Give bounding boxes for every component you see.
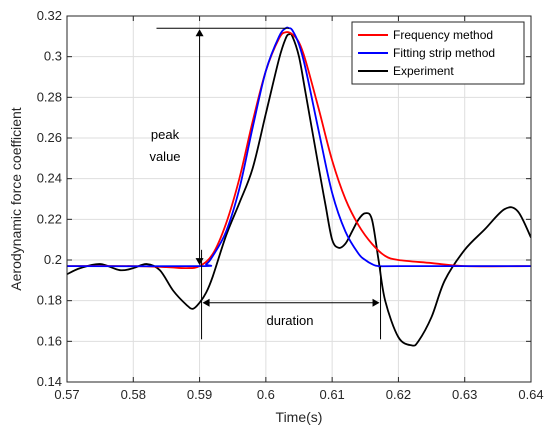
x-tick-label: 0.57 [54, 387, 79, 402]
x-tick-label: 0.61 [319, 387, 344, 402]
legend-label-frequency: Frequency method [393, 28, 493, 42]
y-tick-label: 0.2 [44, 252, 62, 267]
x-tick-label: 0.63 [452, 387, 477, 402]
y-tick-label: 0.22 [37, 211, 62, 226]
y-tick-label: 0.24 [37, 171, 62, 186]
y-tick-label: 0.18 [37, 293, 62, 308]
y-tick-label: 0.16 [37, 333, 62, 348]
axis-ticks: 0.57 0.58 0.59 0.6 0.61 0.62 0.63 0.64 0.14 0.16 0… [37, 8, 544, 402]
series-layer [67, 26, 531, 347]
annotations [156, 27, 382, 340]
plot-frame [66, 15, 532, 383]
x-tick-label: 0.62 [386, 387, 411, 402]
x-axis-label: Time(s) [276, 409, 323, 425]
legend-label-fitting-strip: Fitting strip method [393, 46, 495, 60]
peak-label-line1: peak [151, 127, 180, 142]
legend: Frequency method Fitting strip method Ex… [351, 21, 525, 85]
x-tick-label: 0.59 [187, 387, 212, 402]
x-tick-label: 0.6 [257, 387, 275, 402]
duration-arrow-head-right [372, 298, 380, 307]
y-tick-label: 0.3 [44, 49, 62, 64]
y-tick-label: 0.32 [37, 8, 62, 23]
peak-arrow-head-up [195, 29, 204, 37]
legend-label-experiment: Experiment [393, 64, 454, 78]
y-tick-label: 0.26 [37, 130, 62, 145]
series-line-experiment [67, 32, 531, 347]
y-tick-label: 0.28 [37, 89, 62, 104]
peak-label-line2: value [149, 149, 180, 164]
x-tick-label: 0.64 [518, 387, 543, 402]
series-line-fitting-strip-method [67, 26, 531, 268]
x-tick-label: 0.58 [121, 387, 146, 402]
duration-label: duration [267, 313, 314, 328]
y-tick-label: 0.14 [37, 374, 62, 389]
duration-arrow-head-left [202, 298, 210, 307]
y-axis-label: Aerodynamic force coefficient [8, 107, 24, 290]
